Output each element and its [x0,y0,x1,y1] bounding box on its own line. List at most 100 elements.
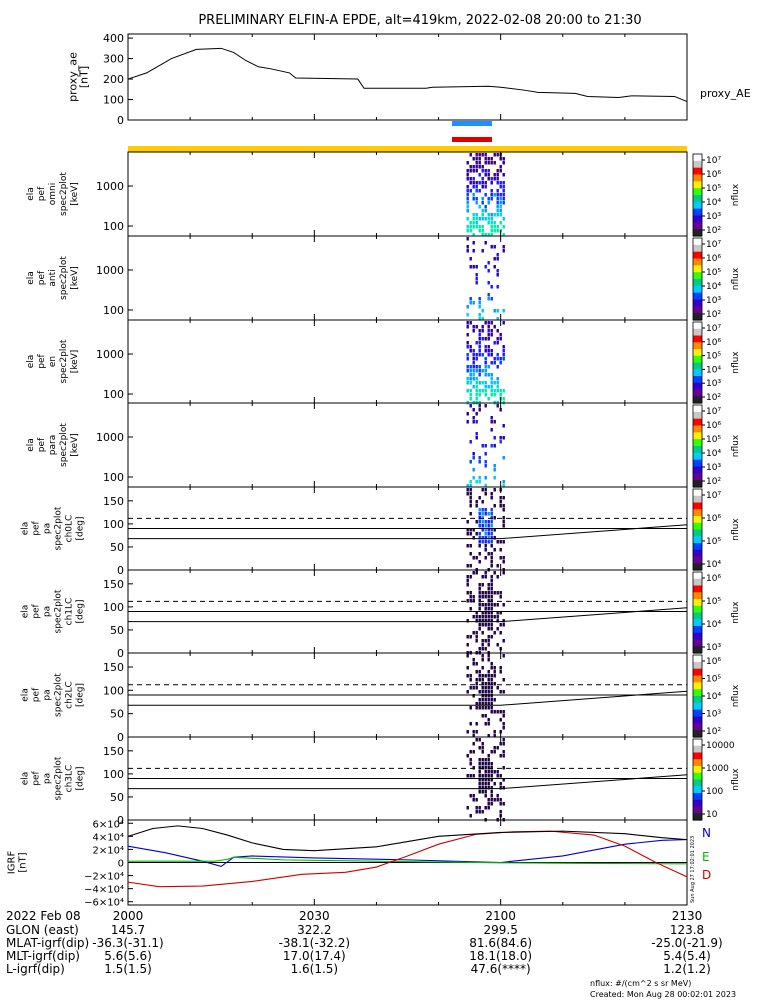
spectrogram-pixel [490,389,493,393]
spectrogram-pixel [478,408,481,412]
spectrogram-pixel [502,424,505,428]
spectrogram-pixel [475,393,478,397]
spectrogram-pixel [475,432,478,436]
spec-colorbar-2-tick-label: 10⁵ [706,352,721,362]
spectrogram-pixel [502,436,505,440]
spectrogram-pixel [466,341,469,345]
ae-ytick-label: 400 [103,32,124,45]
ae-ylabel-line: [nT] [78,66,91,88]
spectrogram-pixel [502,321,505,325]
spec-colorbar-1-color-step [693,244,702,253]
pitch-angle-pixel [484,722,487,726]
pitch-angle-pixel [469,575,472,579]
spectrogram-pixel [502,197,505,201]
pitch-angle-pixel [490,678,493,682]
pitch-angle-pixel [481,540,484,544]
spectrogram-pixel [496,273,499,277]
pitch-angle-pixel [478,591,481,595]
pitch-angle-pixel [502,690,505,694]
pitch-angle-pixel [478,615,481,619]
pitch-angle-pixel [487,762,490,766]
pitch-angle-pixel [484,774,487,778]
spectrogram-pixel [478,353,481,357]
pa-ylabel-1-line: [deg] [76,600,86,624]
pa-colorbar-0-color-step [693,522,702,531]
ephemeris-value: -38.1(-32.2) [279,936,350,950]
spectrogram-pixel [478,393,481,397]
spectrogram-pixel [481,153,484,157]
pitch-angle-pixel [475,615,478,619]
spectrogram-panel-1: 1000 100 elapefantispec2plot[keV] 10⁷ 10⁶ 10⁵… [26,235,741,321]
spec-colorbar-0-tick-label: 10⁵ [706,184,721,194]
spectrogram-pixel [484,337,487,341]
spec-colorbar-3-label: nflux [731,434,741,457]
pitch-angle-pixel [484,690,487,694]
pitch-angle-pixel [493,528,496,532]
spectrogram-pixel [466,245,469,249]
spectrogram-pixel [469,153,472,157]
spectrogram-pixel [484,444,487,448]
pitch-angle-pixel [478,786,481,790]
pitch-angle-pixel [502,786,505,790]
spectrogram-pixel [502,201,505,205]
spectrogram-pixel [475,480,478,484]
spectrogram-pixel [475,265,478,269]
spectrogram-pixel [487,281,490,285]
pitch-angle-pixel [487,694,490,698]
ephemeris-value: 1.2(1.2) [663,962,711,976]
pa-colorbar-0-tick-label: 10⁶ [706,514,721,524]
pitch-angle-pixel [502,750,505,754]
pitch-angle-pixel [481,774,484,778]
spectrogram-pixel [475,153,478,157]
pitch-angle-pixel [487,603,490,607]
spectrogram-panels: 1000100elapefomnispec2plot[keV]10⁷10⁶10⁵… [26,151,741,488]
pa-colorbar-3-color-step [693,739,702,747]
spectrogram-pixel [484,349,487,353]
spectrogram-pixel [499,333,502,337]
spectrogram-pixel [487,261,490,265]
spectrogram-pixel [475,353,478,357]
spectrogram-pixel [487,177,490,181]
spec-colorbar-3-color-step [693,425,702,433]
spectrogram-pixel [469,165,472,169]
pitch-angle-pixel [475,678,478,682]
pitch-angle-pixel [481,639,484,643]
igrf-series-D [127,830,688,888]
pa-colorbar-2-color-step [693,655,702,663]
spectrogram-pixel [481,201,484,205]
pitch-angle-pixel [478,790,481,794]
proxy-ae-panel: 400 300 200 100 0 proxy_ae[nT] proxy_AE [67,32,751,127]
pitch-angle-pixel [469,678,472,682]
pa-colorbar-1-label: nflux [731,601,741,624]
pitch-angle-pixel [493,603,496,607]
spectrogram-pixel [502,233,505,237]
spectrogram-pixel [499,181,502,185]
pa-colorbar-2-color-step [693,696,702,704]
pitch-angle-pixel [499,540,502,544]
pitch-angle-pixel [490,702,493,706]
pitch-angle-pixel [490,611,493,615]
pa-ylabel-0: elapefpaspec2plotch0LC[deg] [21,506,86,550]
pitch-angle-pixel [493,770,496,774]
spectrogram-pixel [484,484,487,488]
pitch-angle-panel-1: 150 100 50 0 elapefpaspec2plotch1LC[deg] 10⁶ 1… [21,569,741,660]
spectrogram-pixel [469,369,472,373]
pitch-angle-pixel [490,528,493,532]
spectrogram-pixel [475,381,478,385]
pitch-angle-pixel [466,492,469,496]
pa-colorbar-2-tick-label: 10² [706,727,721,737]
spectrogram-pixel [472,373,475,377]
spectrogram-pixel [481,209,484,213]
spectrogram-pixel [472,181,475,185]
spec-colorbar-0-color-step [693,181,702,189]
pitch-angle-pixel [478,678,481,682]
pitch-angle-pixel [493,548,496,552]
spectrogram-pixel [493,444,496,448]
spectrogram-pixel [478,229,481,233]
pitch-angle-pixel [502,714,505,718]
spec-ylabel-2-line: ela [26,355,36,369]
pitch-angle-pixel [496,619,499,623]
spectrogram-pixel [487,365,490,369]
spectrogram-pixel [490,373,493,377]
pitch-angle-pixel [493,734,496,738]
